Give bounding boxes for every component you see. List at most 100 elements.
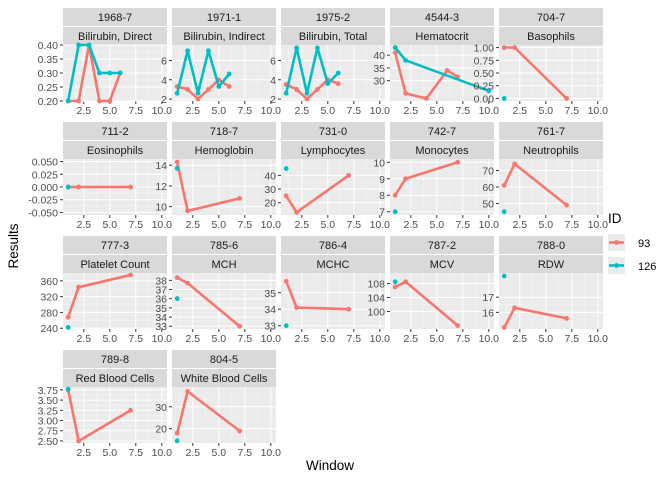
facet-name-label: White Blood Cells [181, 373, 268, 385]
data-point-126 [65, 184, 71, 190]
x-tick-label: 5.0 [211, 219, 226, 231]
x-tick-label: 10.0 [479, 105, 500, 117]
data-point-93 [76, 284, 81, 290]
data-point-93 [107, 98, 113, 104]
panel: 787-2 MCV 2.5 5.0 7.5 10.0 100 104 108 [367, 236, 499, 345]
y-tick-label: 2.75 [38, 426, 59, 438]
x-tick-label: 10.0 [152, 219, 173, 231]
x-tick-label: 2.5 [185, 105, 200, 117]
x-tick-label: 5.0 [538, 219, 553, 231]
y-tick-label: 30 [155, 402, 167, 414]
facet-code-label: 788-0 [537, 240, 565, 252]
panel-background [499, 273, 603, 329]
data-point-93 [455, 159, 460, 165]
y-axis-title: Results [6, 223, 21, 268]
data-point-93 [128, 272, 134, 278]
facet-strip-code [499, 122, 603, 140]
data-point-93 [392, 192, 398, 198]
facet-name-label: Monocytes [415, 145, 469, 157]
facet-strip-code [281, 122, 385, 140]
x-tick-label: 2.5 [512, 219, 527, 231]
x-tick-label: 10.0 [152, 105, 173, 117]
y-tick-label: 0.40 [38, 40, 59, 52]
y-tick-label: 3.00 [38, 416, 59, 428]
panel: 718-7 Hemoglobin 2.5 5.0 7.5 10.0 10 12 14 [155, 122, 281, 231]
data-point-93 [185, 208, 191, 214]
x-tick-label: 2.5 [76, 219, 91, 231]
x-tick-label: 7.5 [455, 219, 470, 231]
data-point-126 [283, 90, 289, 96]
x-tick-label: 7.5 [237, 105, 252, 117]
x-tick-label: 5.0 [211, 447, 226, 459]
facet-strip-code [499, 8, 603, 26]
x-tick-label: 5.0 [102, 447, 117, 459]
y-tick-label: 3.25 [38, 405, 59, 417]
x-tick-label: 7.5 [128, 333, 143, 345]
y-tick-label: -0.050 [28, 207, 58, 219]
data-point-93 [403, 279, 408, 285]
x-tick-label: 10.0 [370, 333, 391, 345]
data-point-93 [335, 81, 341, 87]
y-tick-label: 240 [40, 323, 58, 335]
facet-code-label: 1975-2 [316, 12, 350, 24]
facet-code-label: 761-7 [537, 126, 565, 138]
x-tick-label: 2.5 [76, 105, 91, 117]
x-tick-label: 5.0 [102, 333, 117, 345]
data-point-93 [403, 90, 408, 96]
panel: 789-8 Red Blood Cells 2.5 5.0 7.5 10.0 2.502.7… [38, 350, 172, 459]
y-tick-label: 20 [264, 198, 276, 210]
y-tick-label: 16 [482, 307, 494, 319]
y-tick-label: 280 [40, 307, 58, 319]
facet-strip-name [172, 369, 276, 387]
x-tick-label: 10.0 [588, 333, 609, 345]
x-tick-label: 5.0 [538, 105, 553, 117]
data-point-126 [65, 325, 71, 330]
facet-strip-code [63, 8, 167, 26]
facet-strip-code [499, 236, 603, 254]
facet-code-label: 789-8 [101, 354, 129, 366]
panel: 731-0 Lymphocytes 2.5 5.0 7.5 10.0 20 30 40 [264, 122, 390, 231]
facet-strip-code [63, 350, 167, 368]
data-point-93 [185, 87, 191, 92]
y-tick-label: -0.025 [28, 195, 58, 207]
data-point-126 [283, 166, 289, 171]
data-point-93 [512, 45, 517, 50]
facet-name-label: Bilirubin, Indirect [183, 31, 264, 43]
x-tick-label: 10.0 [588, 219, 609, 231]
x-tick-label: 2.5 [185, 219, 200, 231]
facet-code-label: 1971-1 [207, 12, 241, 24]
data-point-93 [237, 196, 243, 201]
panel: 777-3 Platelet Count 2.5 5.0 7.5 10.0 240 280 32… [40, 236, 172, 345]
legend-entry-label: 93 [638, 238, 650, 250]
x-tick-label: 10.0 [152, 333, 173, 345]
y-tick-label: 108 [367, 279, 385, 291]
facet-name-label: Neutrophils [523, 145, 579, 157]
x-tick-label: 2.5 [185, 333, 200, 345]
facet-strip-name [499, 141, 603, 159]
data-point-93 [512, 305, 517, 311]
data-point-126 [185, 48, 191, 54]
data-point-126 [304, 90, 310, 96]
x-tick-label: 7.5 [564, 333, 579, 345]
facet-strip-name [172, 27, 276, 45]
y-tick-label: 9 [379, 174, 385, 186]
x-tick-label: 7.5 [455, 333, 470, 345]
x-tick-label: 2.5 [512, 105, 527, 117]
y-tick-label: 0.050 [32, 157, 58, 169]
panel: 761-7 Neutrophils 2.5 5.0 7.5 10.0 50 60 70 [482, 122, 608, 231]
x-tick-label: 5.0 [320, 219, 335, 231]
y-tick-label: 33 [155, 321, 167, 333]
legend: ID 93 126 [608, 211, 656, 274]
data-point-93 [283, 193, 289, 199]
facet-strip-code [63, 236, 167, 254]
y-tick-label: 0.30 [38, 68, 59, 80]
x-tick-label: 2.5 [294, 333, 309, 345]
facet-strip-code [172, 350, 276, 368]
x-tick-label: 7.5 [128, 105, 143, 117]
x-tick-label: 10.0 [261, 447, 282, 459]
